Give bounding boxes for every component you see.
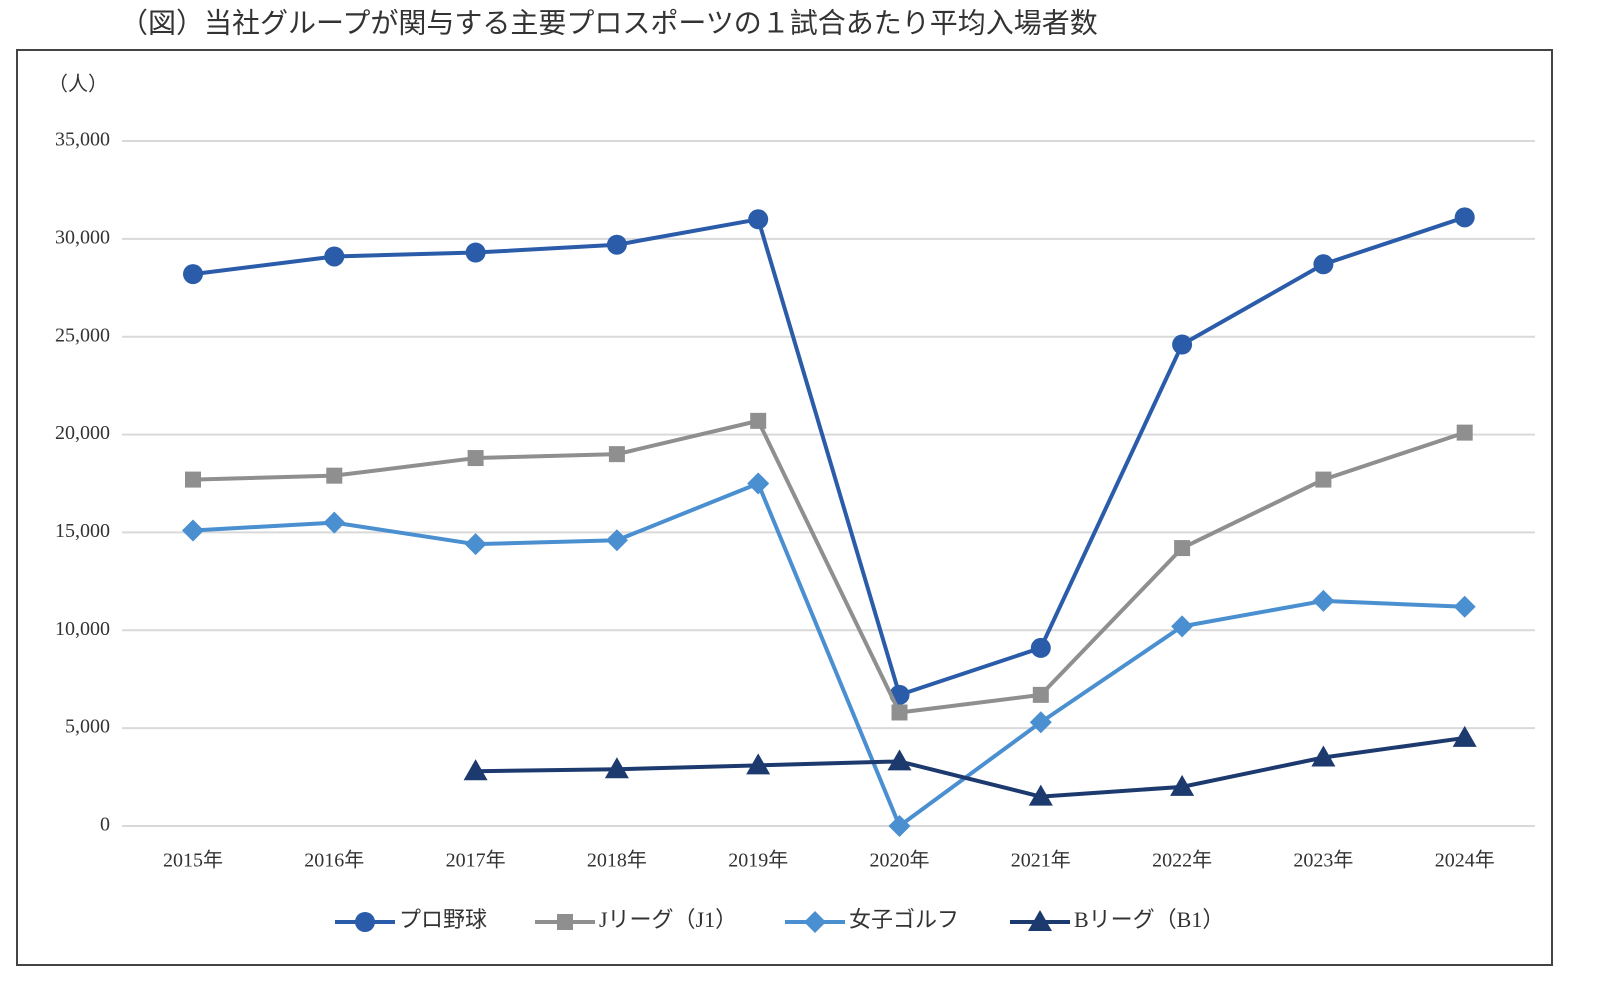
- data-point: [891, 704, 908, 721]
- data-point: [323, 511, 346, 534]
- data-point: [1313, 254, 1334, 275]
- legend-label: 女子ゴルフ: [849, 907, 959, 932]
- legend-marker: [557, 914, 573, 930]
- chart-frame: [16, 49, 1553, 966]
- data-point: [1452, 725, 1477, 747]
- x-tick-label: 2015年: [163, 849, 223, 872]
- y-tick-label: 35,000: [55, 129, 110, 151]
- data-point: [1174, 540, 1191, 557]
- series-line: [192, 418, 1466, 715]
- data-point: [1170, 774, 1195, 796]
- chart-title: （図）当社グループが関与する主要プロスポーツの１試合あたり平均入場者数: [120, 7, 1098, 39]
- legend-label: Bリーグ（B1）: [1074, 907, 1224, 932]
- x-tick-label: 2018年: [587, 849, 647, 872]
- data-point: [747, 472, 770, 495]
- series-line: [475, 735, 1465, 799]
- x-tick-label: 2023年: [1293, 849, 1353, 872]
- y-tick-label: 10,000: [55, 618, 110, 640]
- data-point: [1315, 471, 1332, 488]
- data-point: [750, 412, 767, 429]
- data-point: [463, 759, 488, 781]
- data-point: [1172, 334, 1193, 355]
- x-tick-label: 2017年: [446, 849, 506, 872]
- data-point: [1028, 784, 1053, 806]
- data-point: [1029, 711, 1052, 734]
- legend-label: プロ野球: [399, 907, 487, 932]
- data-point: [326, 467, 343, 484]
- data-point: [606, 234, 627, 255]
- data-point: [185, 471, 201, 488]
- data-point: [748, 209, 769, 230]
- legend-marker: [355, 912, 375, 932]
- data-point: [1456, 424, 1473, 441]
- series-line: [192, 481, 1465, 828]
- y-tick-label: 25,000: [55, 324, 110, 346]
- data-point: [1454, 207, 1475, 228]
- data-point: [1312, 589, 1335, 612]
- series-line: [192, 215, 1466, 697]
- x-tick-label: 2024年: [1435, 849, 1495, 872]
- data-point: [182, 519, 204, 542]
- y-tick-label: 20,000: [55, 422, 110, 444]
- legend-marker: [804, 911, 826, 933]
- y-unit: （人）: [48, 73, 108, 96]
- data-point: [324, 246, 345, 267]
- y-tick-label: 0: [100, 814, 110, 836]
- x-tick-label: 2021年: [1011, 849, 1071, 872]
- x-tick-label: 2019年: [728, 849, 788, 872]
- x-tick-label: 2016年: [304, 849, 364, 872]
- data-point: [464, 533, 487, 556]
- y-tick-label: 5,000: [65, 716, 110, 738]
- data-point: [1453, 595, 1476, 618]
- data-point: [746, 753, 771, 775]
- x-tick-label: 2020年: [870, 849, 930, 872]
- data-point: [1171, 615, 1194, 638]
- y-tick-label: 30,000: [55, 226, 110, 248]
- data-point: [1030, 637, 1051, 658]
- legend-marker: [1028, 910, 1052, 931]
- data-point: [608, 446, 625, 463]
- data-point: [888, 815, 911, 837]
- data-point: [465, 242, 486, 263]
- data-point: [183, 264, 203, 285]
- x-tick-label: 2022年: [1152, 849, 1212, 872]
- data-point: [1032, 686, 1049, 703]
- data-point: [604, 757, 629, 779]
- legend-label: Jリーグ（J1）: [599, 907, 737, 932]
- y-tick-label: 15,000: [55, 520, 110, 542]
- data-point: [887, 749, 912, 771]
- data-point: [605, 529, 628, 552]
- data-point: [467, 450, 484, 467]
- data-point: [1311, 745, 1336, 767]
